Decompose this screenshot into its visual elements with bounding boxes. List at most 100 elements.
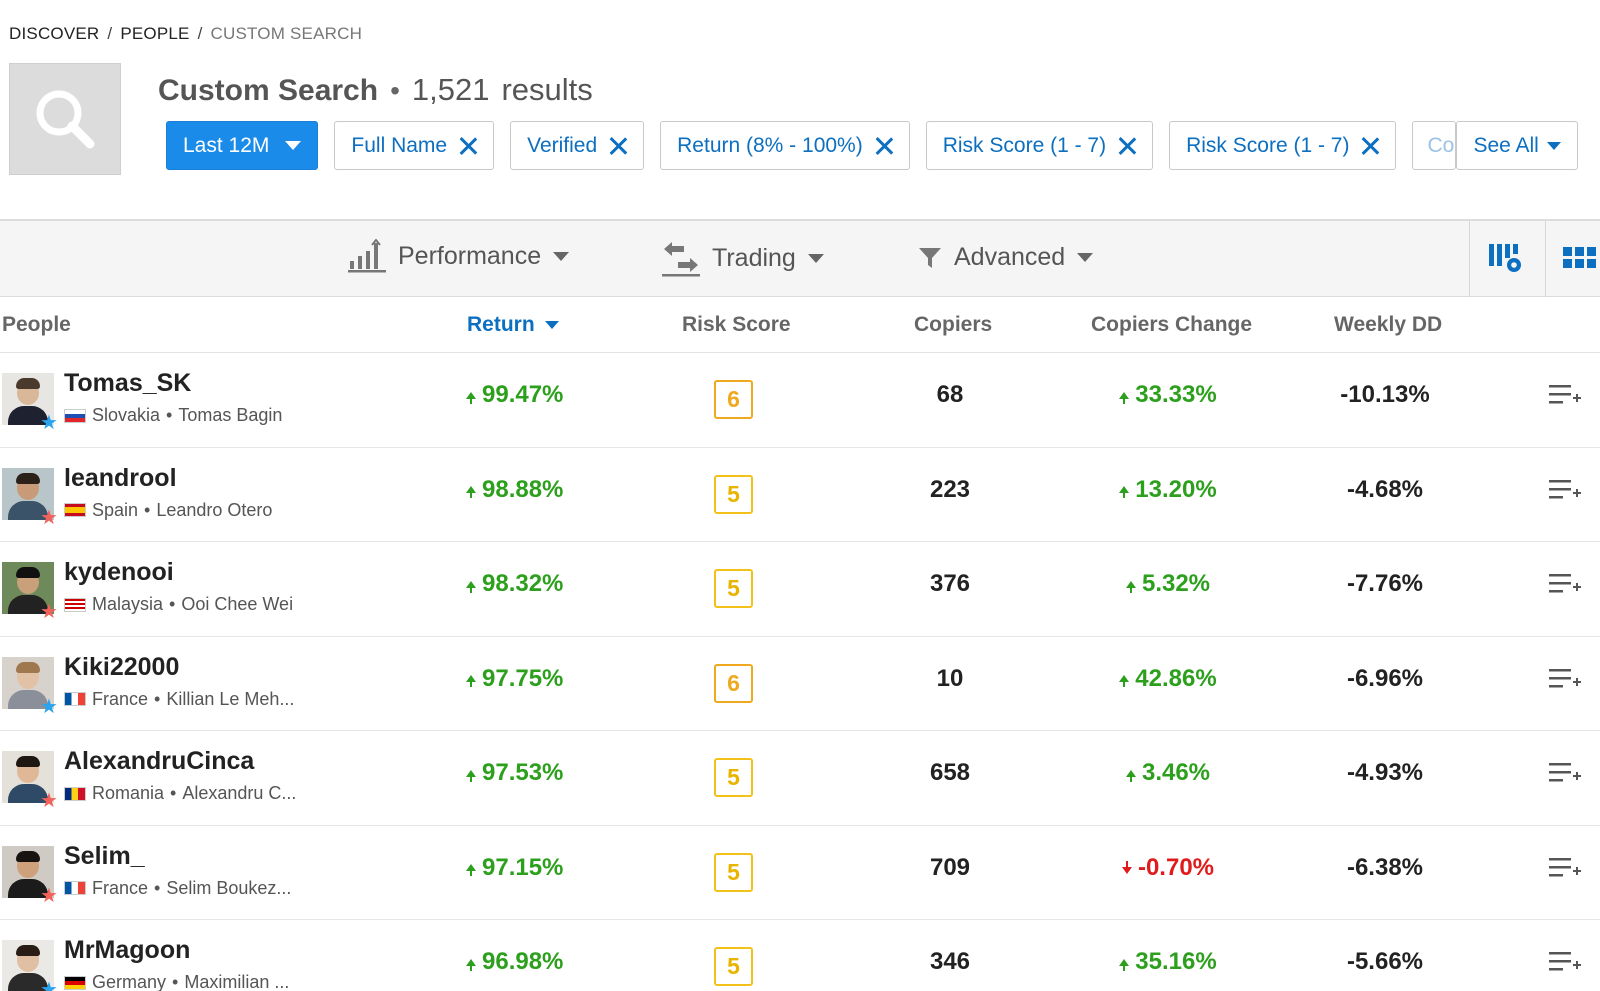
grid-view-button[interactable]: [1563, 247, 1597, 274]
username[interactable]: Tomas_SK: [64, 369, 192, 397]
title-separator: •: [390, 75, 400, 106]
column-header-people[interactable]: People: [2, 313, 71, 336]
full-name: Killian Le Meh...: [166, 688, 295, 709]
arrow-up-icon: [1119, 391, 1130, 404]
risk-score-badge: 5: [714, 474, 753, 514]
flag-icon: [64, 692, 86, 706]
breadcrumb-people[interactable]: PEOPLE: [120, 24, 190, 43]
avatar[interactable]: [2, 751, 54, 803]
username[interactable]: leandrool: [64, 463, 177, 492]
username[interactable]: AlexandruCinca: [64, 747, 255, 775]
close-icon[interactable]: [459, 137, 477, 155]
period-dropdown[interactable]: Last 12M: [166, 121, 319, 170]
add-to-watchlist-icon[interactable]: [1549, 856, 1581, 880]
close-icon[interactable]: [875, 137, 893, 155]
column-header-risk-score[interactable]: Risk Score: [682, 313, 791, 336]
copiers-change-text: 35.16%: [1135, 948, 1217, 975]
bullet: •: [172, 972, 179, 991]
see-all-button[interactable]: See All: [1456, 121, 1578, 170]
table-row[interactable]: ★ AlexandruCinca Romania • Alexandru C..…: [0, 731, 1600, 826]
avatar[interactable]: [2, 656, 54, 709]
return-value: 98.32%: [466, 570, 563, 598]
add-to-watchlist-icon[interactable]: [1549, 478, 1581, 502]
filter-chip-label: Risk Score (1 - 7): [1186, 133, 1350, 157]
table-row[interactable]: ★ Selim_ France • Selim Boukez... 97.15%…: [0, 826, 1600, 920]
table-row[interactable]: ★ Tomas_SK Slovakia • Tomas Bagin 99.47%…: [0, 353, 1600, 448]
advanced-menu[interactable]: Advanced: [918, 243, 1094, 272]
copiers-value: 223: [929, 475, 971, 503]
username[interactable]: MrMagoon: [64, 936, 191, 964]
add-to-watchlist-icon[interactable]: [1549, 572, 1581, 596]
filter-chip-return[interactable]: Return (8% - 100%): [660, 121, 910, 170]
trading-menu[interactable]: Trading: [662, 239, 824, 277]
toolbar-divider: [1469, 221, 1470, 297]
column-header-copiers[interactable]: Copiers: [914, 313, 993, 336]
copiers-change-text: 3.46%: [1141, 759, 1211, 786]
return-value: 97.15%: [466, 854, 563, 882]
close-icon[interactable]: [609, 137, 627, 155]
bullet: •: [170, 783, 177, 803]
country: Germany: [92, 972, 167, 991]
close-icon[interactable]: [1361, 137, 1379, 155]
column-settings-button[interactable]: [1488, 241, 1524, 280]
add-to-watchlist-icon[interactable]: [1549, 383, 1581, 407]
return-value: 99.47%: [466, 381, 563, 409]
return-text: 96.98%: [482, 948, 564, 975]
table-row[interactable]: ★ Kiki22000 France • Killian Le Meh... 9…: [0, 637, 1600, 731]
caret-down-icon: [1546, 141, 1561, 150]
bullet: •: [169, 594, 176, 614]
filter-chip-verified[interactable]: Verified: [510, 121, 645, 170]
column-header-weekly-dd[interactable]: Weekly DD: [1334, 313, 1443, 336]
people-table: ★ Tomas_SK Slovakia • Tomas Bagin 99.47%…: [0, 353, 1600, 991]
avatar[interactable]: [2, 467, 54, 520]
country: Romania: [92, 783, 165, 803]
flag-icon: [64, 597, 86, 612]
return-text: 98.32%: [482, 570, 564, 597]
avatar[interactable]: [2, 373, 54, 425]
weekly-dd-value: -4.93%: [1346, 759, 1424, 786]
filter-chip-full-name[interactable]: Full Name: [334, 121, 495, 170]
add-to-watchlist-icon[interactable]: [1549, 761, 1581, 785]
add-to-watchlist-icon[interactable]: [1549, 667, 1581, 691]
username[interactable]: Kiki22000: [64, 652, 180, 681]
breadcrumb-discover[interactable]: DISCOVER: [9, 24, 100, 43]
copiers-change-text: 33.33%: [1135, 381, 1217, 408]
avatar[interactable]: [2, 940, 54, 991]
table-row[interactable]: ★ MrMagoon Germany • Maximilian ... 96.9…: [0, 920, 1600, 991]
star-icon: ★: [40, 979, 58, 991]
filter-funnel-icon: [919, 247, 941, 268]
filter-chip-label: Full Name: [351, 133, 448, 157]
copiers-value: 10: [936, 664, 964, 692]
column-header-return[interactable]: Return: [467, 313, 559, 337]
results-count: 1,521: [411, 72, 490, 107]
star-icon: ★: [40, 601, 58, 623]
breadcrumb-separator: /: [197, 24, 203, 43]
username[interactable]: Selim_: [64, 841, 145, 870]
bullet: •: [144, 499, 151, 520]
table-row[interactable]: ★ kydenooi Malaysia • Ooi Chee Wei 98.32…: [0, 542, 1600, 637]
add-to-watchlist-icon[interactable]: [1549, 950, 1581, 974]
column-settings-icon: [1489, 244, 1521, 272]
filter-chip-partial[interactable]: Co: [1412, 121, 1457, 170]
return-text: 98.88%: [482, 475, 564, 503]
weekly-dd-value: -4.68%: [1346, 475, 1424, 503]
trading-label: Trading: [712, 243, 796, 272]
column-header-copiers-change[interactable]: Copiers Change: [1091, 313, 1253, 336]
full-name: Tomas Bagin: [178, 405, 283, 425]
performance-menu[interactable]: Performance: [348, 239, 570, 273]
avatar[interactable]: [2, 562, 54, 614]
table-row[interactable]: ★ leandrool Spain • Leandro Otero 98.88%…: [0, 448, 1600, 542]
copiers-change-text: 13.20%: [1135, 475, 1217, 503]
risk-score-badge: 5: [714, 947, 753, 986]
avatar[interactable]: [2, 845, 54, 898]
arrow-up-icon: [466, 675, 476, 687]
filter-chip-risk-score[interactable]: Risk Score (1 - 7): [925, 121, 1154, 170]
filter-chip-label: Return (8% - 100%): [677, 133, 863, 157]
copiers-change-value: 33.33%: [1078, 381, 1258, 409]
copiers-change-text: -0.70%: [1137, 853, 1215, 881]
filter-chip-risk-score-2[interactable]: Risk Score (1 - 7): [1169, 121, 1397, 170]
username[interactable]: kydenooi: [64, 558, 174, 586]
see-all-label: See All: [1473, 133, 1539, 157]
column-header-return-label: Return: [467, 313, 535, 336]
close-icon[interactable]: [1118, 137, 1136, 155]
